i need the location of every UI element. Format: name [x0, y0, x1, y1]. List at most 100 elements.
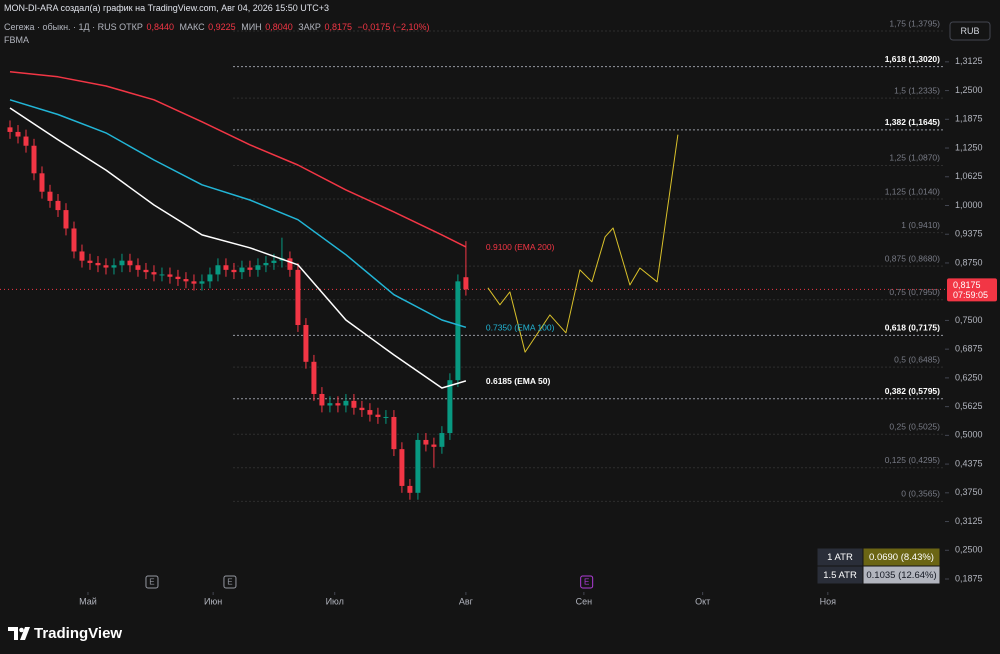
- event-label: E: [149, 578, 154, 587]
- line-label: 0.9100 (EMA 200): [486, 242, 555, 252]
- y-tick-label: 0,4375: [955, 458, 983, 468]
- logo-mark: [19, 627, 24, 633]
- candle-body: [295, 269, 301, 326]
- candle-body: [207, 274, 213, 282]
- y-tick-label: 0,3750: [955, 487, 983, 497]
- candle-body: [271, 260, 277, 263]
- fib-label: 0 (0,3565): [901, 489, 940, 499]
- candle-body: [151, 272, 157, 275]
- candle-body: [255, 265, 261, 270]
- candle-body: [87, 260, 93, 263]
- logo-mark: [8, 627, 18, 640]
- candle-body: [95, 262, 101, 266]
- y-tick-label: 0,6875: [955, 344, 983, 354]
- y-tick-label: 0,7500: [955, 315, 983, 325]
- candle-body: [455, 281, 461, 381]
- ohlc-name: ЗАКР: [298, 22, 321, 32]
- candle-body: [239, 267, 245, 273]
- x-tick-label: Июл: [326, 596, 344, 606]
- candle-body: [383, 416, 389, 418]
- candle-body: [359, 407, 365, 411]
- plot-area: 1,75 (1,3795) 1,618 (1,3020) 1,5 (1,2335) 1…: [0, 18, 945, 502]
- fib-label: 0,125 (0,4295): [885, 455, 940, 465]
- line-series: [9, 107, 467, 389]
- price-tag: [947, 278, 997, 302]
- ohlc-value: 0,8040: [265, 22, 293, 32]
- candle-body: [191, 281, 197, 284]
- x-tick-label: Ноя: [820, 596, 837, 606]
- fib-label: 0,25 (0,5025): [889, 421, 940, 431]
- candle-body: [143, 269, 149, 273]
- candle-body: [375, 414, 381, 417]
- brand: TradingView: [34, 625, 122, 642]
- candle-body: [391, 416, 397, 450]
- y-tick-label: 1,0625: [955, 171, 983, 181]
- ohlc-name: МАКС: [179, 22, 205, 32]
- fib-label: 0,382 (0,5795): [885, 386, 940, 396]
- ohlc-name: ОТКР: [119, 22, 143, 32]
- candle-body: [335, 403, 341, 406]
- fib-label: 1,25 (1,0870): [889, 153, 940, 163]
- logo[interactable]: TradingView: [8, 625, 122, 642]
- event-marker[interactable]: [145, 575, 159, 589]
- fib-label: 1,382 (1,1645): [885, 117, 940, 127]
- ohlc-value: 0,8440: [146, 22, 174, 32]
- candle-body: [223, 265, 229, 270]
- price-tag-price: 0,8175: [953, 280, 981, 290]
- candle-body: [127, 260, 133, 266]
- candle-body: [135, 265, 141, 270]
- fib-label: 1,125 (1,0140): [885, 186, 940, 196]
- y-tick-label: 0,5000: [955, 430, 983, 440]
- candle-body: [79, 251, 85, 261]
- line-label: 0.7350 (EMA 100): [486, 323, 555, 333]
- event-marker[interactable]: [223, 575, 237, 589]
- creator-line: MON-DI-ARA создал(а) график на TradingVi…: [4, 3, 329, 13]
- candle-body: [423, 439, 429, 445]
- ohlc-value: 0,8175: [324, 22, 352, 32]
- line-series: [487, 134, 679, 353]
- candle-body: [55, 200, 61, 211]
- candle-body: [175, 276, 181, 280]
- y-tick-label: 0,9375: [955, 229, 983, 239]
- y-tick-label: 1,2500: [955, 85, 983, 95]
- y-tick-label: 1,1875: [955, 114, 983, 124]
- candle-body: [47, 191, 53, 201]
- event-label: E: [584, 578, 589, 587]
- candle-body: [231, 269, 237, 273]
- fib-label: 0,75 (0,7950): [889, 287, 940, 297]
- candle-body: [303, 325, 309, 362]
- table-text: 1.5 ATR: [823, 570, 857, 581]
- fib-label: 1,618 (1,3020): [885, 54, 940, 64]
- y-tick-label: 0,6250: [955, 372, 983, 382]
- symbol: Сегежа · обыкн. · 1Д · RUS: [4, 22, 117, 32]
- y-tick-label: 0,2500: [955, 545, 983, 555]
- price-tag-countdown: 07:59:05: [953, 290, 988, 300]
- candle-body: [415, 439, 421, 493]
- event-marker[interactable]: [580, 575, 594, 589]
- ohlc-name: МИН: [241, 22, 262, 32]
- candle-body: [167, 274, 173, 277]
- table-text: 0.0690 (8.43%): [869, 552, 934, 563]
- table-text: 1 ATR: [827, 552, 853, 563]
- header: MON-DI-ARA создал(а) график на TradingVi…: [4, 2, 433, 47]
- y-tick-label: 0,1875: [955, 573, 983, 583]
- candle-body: [119, 260, 125, 266]
- candle-body: [319, 393, 325, 406]
- y-tick-label: 1,3125: [955, 56, 983, 66]
- currency-box[interactable]: [949, 21, 991, 41]
- candle-body: [311, 361, 317, 394]
- candle-body: [263, 262, 269, 266]
- candle-body: [7, 127, 13, 132]
- candle-body: [39, 173, 45, 192]
- candle-body: [327, 403, 333, 406]
- currency: RUB: [960, 26, 979, 36]
- y-tick-label: 1,0000: [955, 200, 983, 210]
- table-cell: [862, 565, 941, 585]
- fib-label: 0,618 (0,7175): [885, 323, 940, 333]
- table-text: 0.1035 (12.64%): [866, 570, 936, 581]
- candle-body: [439, 433, 445, 447]
- y-tick-label: 0,3125: [955, 516, 983, 526]
- line-label: 0.6185 (EMA 50): [486, 376, 551, 386]
- y-tick-label: 0,8750: [955, 257, 983, 267]
